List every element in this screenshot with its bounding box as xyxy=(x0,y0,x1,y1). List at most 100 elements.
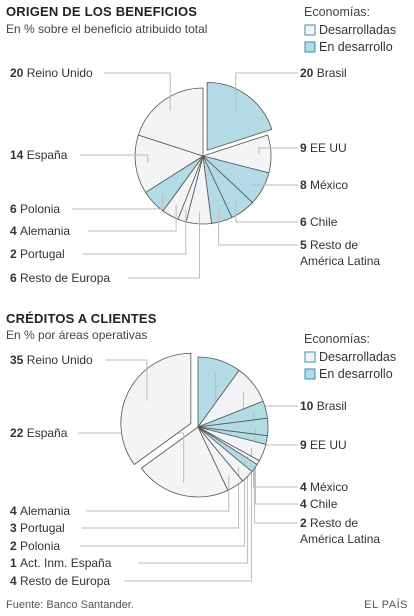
slice-label-alemania: 4 Alemania xyxy=(10,224,70,238)
leader-line-espana xyxy=(78,432,185,483)
slice-name: Portugal xyxy=(20,247,65,261)
chart1-title: ORIGEN DE LOS BENEFICIOS xyxy=(6,4,197,19)
slice-label-line2-resto-de-america-latina: América Latina xyxy=(300,532,380,546)
chart1-legend-developing: En desarrollo xyxy=(319,40,393,54)
chart1-legend-developed: Desarrolladas xyxy=(319,23,396,37)
slice-value: 22 xyxy=(10,426,27,440)
pie-slice-espana xyxy=(134,134,204,193)
leader-line-resto-de-europa xyxy=(128,211,200,279)
slice-name: Alemania xyxy=(20,224,70,238)
slice-name: EE UU xyxy=(310,141,347,155)
chart1-subtitle: En % sobre el beneficio atribuido total xyxy=(6,22,207,36)
slice-label-portugal: 3 Portugal xyxy=(10,521,65,535)
slice-value: 4 xyxy=(10,574,20,588)
leader-line-mexico xyxy=(251,182,298,186)
chart2-title: CRÉDITOS A CLIENTES xyxy=(6,311,157,326)
slice-value: 6 xyxy=(300,215,310,229)
slice-name: Brasil xyxy=(317,66,347,80)
slice-name: Act. Inm. España xyxy=(20,556,112,570)
slice-value: 8 xyxy=(300,178,310,192)
pie-slice-reino-unido xyxy=(120,352,192,466)
slice-value: 4 xyxy=(10,224,20,238)
legend-swatch-developed xyxy=(304,24,316,36)
slice-name: Polonia xyxy=(20,539,60,553)
slice-label-resto-de-america-latina: 2 Resto de xyxy=(300,516,358,530)
slice-name: Resto de Europa xyxy=(20,574,110,588)
chart2-legend-developing: En desarrollo xyxy=(319,367,393,381)
slice-name: Chile xyxy=(310,497,338,511)
slice-value: 6 xyxy=(10,271,20,285)
slice-label-mexico: 8 México xyxy=(300,178,348,192)
brand-logo-text: EL PAÍS xyxy=(364,598,408,611)
slice-name: Alemania xyxy=(20,504,70,518)
slice-label-act-inm-espana: 1 Act. Inm. España xyxy=(10,556,112,570)
slice-name: Resto de xyxy=(310,516,358,530)
slice-value: 4 xyxy=(300,497,310,511)
slice-label-reino-unido: 35 Reino Unido xyxy=(10,353,93,367)
leader-line-portugal xyxy=(82,467,240,529)
slice-name: Chile xyxy=(310,215,338,229)
slice-name: EE UU xyxy=(310,438,347,452)
slice-value: 10 xyxy=(300,399,317,413)
slice-label-resto-de-europa: 6 Resto de Europa xyxy=(10,271,110,285)
slice-value: 5 xyxy=(300,238,310,252)
leader-line-resto-de-america-latina xyxy=(218,209,298,246)
slice-label-ee-uu: 9 EE UU xyxy=(300,141,347,155)
slice-value: 3 xyxy=(10,521,20,535)
slice-value: 9 xyxy=(300,141,310,155)
slice-value: 2 xyxy=(10,539,20,553)
slice-value: 1 xyxy=(10,556,20,570)
slice-label-chile: 4 Chile xyxy=(300,497,338,511)
slice-name: España xyxy=(27,426,68,440)
slice-label-chile: 6 Chile xyxy=(300,215,338,229)
slice-name: México xyxy=(310,178,348,192)
slice-name: Brasil xyxy=(317,399,347,413)
slice-label-espana: 14 España xyxy=(10,148,68,162)
leader-line-reino-unido xyxy=(104,72,171,111)
slice-value: 20 xyxy=(300,66,317,80)
leader-line-polonia xyxy=(80,460,245,547)
slice-value: 2 xyxy=(300,516,310,530)
slice-name: Resto de Europa xyxy=(20,271,110,285)
slice-value: 20 xyxy=(10,66,27,80)
slice-label-polonia: 2 Polonia xyxy=(10,539,60,553)
source-note: Fuente: Banco Santander. xyxy=(6,599,134,611)
chart2-legend-title: Economías: xyxy=(304,332,370,346)
legend-swatch-developing xyxy=(304,368,316,380)
slice-label-espana: 22 España xyxy=(10,426,68,440)
slice-label-alemania: 4 Alemania xyxy=(10,504,70,518)
chart2-legend: Economías: Desarrolladas En desarrollo xyxy=(304,332,396,381)
slice-label-brasil: 10 Brasil xyxy=(300,399,347,413)
slice-name: México xyxy=(310,480,348,494)
chart2-legend-developed: Desarrolladas xyxy=(319,350,396,364)
leader-line-resto-de-europa xyxy=(124,448,252,582)
slice-name: Reino Unido xyxy=(27,66,93,80)
leader-line-alemania xyxy=(86,475,230,512)
slice-label-brasil: 20 Brasil xyxy=(300,66,347,80)
slice-name: Polonia xyxy=(20,202,60,216)
slice-value: 35 xyxy=(10,353,27,367)
slice-value: 4 xyxy=(10,504,20,518)
slice-name: Resto de xyxy=(310,238,358,252)
leader-line-brasil xyxy=(235,72,298,111)
slice-value: 14 xyxy=(10,148,27,162)
legend-swatch-developed xyxy=(304,351,316,363)
leader-line-ee-uu xyxy=(258,147,298,155)
slice-value: 2 xyxy=(10,247,20,261)
leader-line-chile xyxy=(235,201,298,223)
slice-name: España xyxy=(27,148,68,162)
slice-label-resto-de-america-latina: 5 Resto de xyxy=(300,238,358,252)
slice-name: Reino Unido xyxy=(27,353,93,367)
chart1-legend-title: Economías: xyxy=(304,5,370,19)
pie-slice-reino-unido xyxy=(137,87,204,157)
leader-line-act-inm-espana xyxy=(138,456,248,564)
slice-value: 6 xyxy=(10,202,20,216)
slice-value: 9 xyxy=(300,438,310,452)
leader-line-polonia xyxy=(72,194,163,210)
leader-line-alemania xyxy=(88,204,177,232)
leader-line-espana xyxy=(80,154,149,163)
leader-line-reino-unido xyxy=(106,359,148,401)
pie-slice-espana xyxy=(140,426,229,498)
slice-value: 4 xyxy=(300,480,310,494)
